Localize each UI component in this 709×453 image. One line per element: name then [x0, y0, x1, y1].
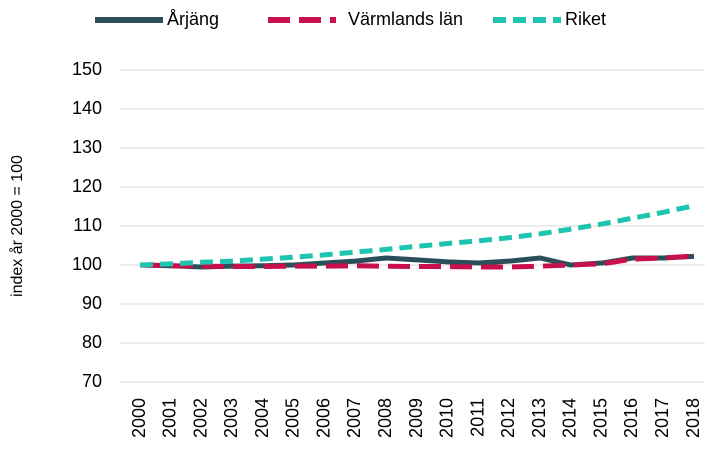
- x-tick-label: 2003: [221, 398, 241, 438]
- x-tick-label: 2001: [160, 398, 180, 438]
- y-tick-label: 140: [72, 98, 102, 118]
- x-tick-label: 2014: [560, 398, 580, 438]
- x-tick-label: 2017: [652, 398, 672, 438]
- y-tick-label: 80: [82, 332, 102, 352]
- series-line: [139, 203, 695, 268]
- x-tick-label: 2010: [437, 398, 457, 438]
- legend-label: Riket: [565, 9, 606, 29]
- series-line: [139, 253, 695, 270]
- y-tick-label: 120: [72, 176, 102, 196]
- y-tick-label: 150: [72, 59, 102, 79]
- y-tick-label: 110: [73, 215, 102, 235]
- y-tick-label: 90: [82, 293, 102, 313]
- y-tick-label: 70: [82, 371, 102, 391]
- x-tick-label: 2018: [683, 398, 703, 438]
- x-tick-label: 2004: [252, 398, 272, 438]
- x-tick-label: 2012: [498, 398, 518, 438]
- x-tick-label: 2005: [283, 398, 303, 438]
- legend-label: Årjäng: [167, 9, 219, 29]
- x-tick-label: 2013: [529, 398, 549, 438]
- x-tick-label: 2007: [344, 398, 364, 438]
- x-tick-label: 2009: [406, 398, 426, 438]
- y-tick-label: 130: [72, 137, 102, 157]
- x-tick-label: 2008: [375, 398, 395, 438]
- y-tick-label: 100: [72, 254, 102, 274]
- x-tick-label: 2006: [313, 398, 333, 438]
- x-tick-label: 2016: [621, 398, 641, 438]
- x-tick-label: 2015: [590, 398, 610, 438]
- x-tick-label: 2011: [467, 398, 487, 437]
- legend-label: Värmlands län: [348, 9, 463, 29]
- x-tick-label: 2002: [190, 398, 210, 438]
- y-axis-label: index år 2000 = 100: [8, 155, 26, 297]
- x-tick-label: 2000: [129, 398, 149, 438]
